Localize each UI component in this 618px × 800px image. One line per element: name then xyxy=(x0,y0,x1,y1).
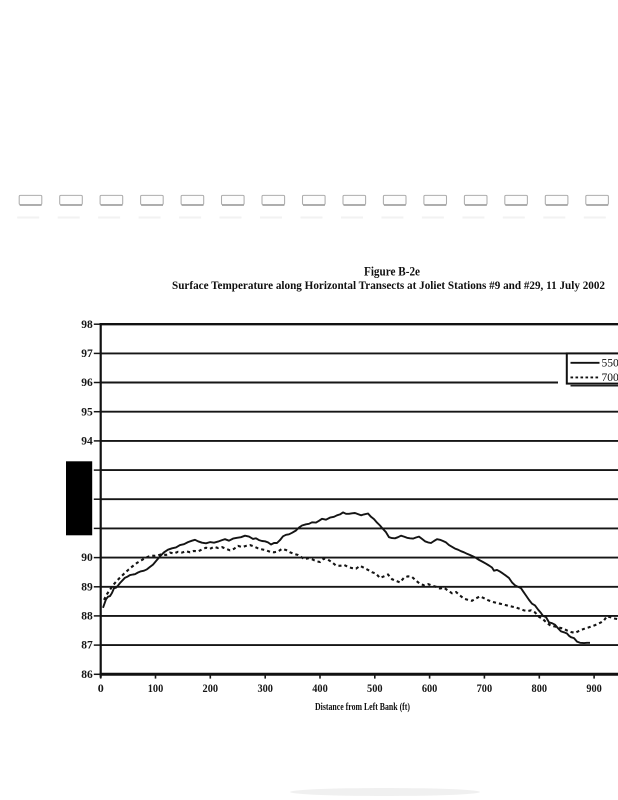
svg-text:Figure B-2e: Figure B-2e xyxy=(364,264,420,278)
svg-text:0: 0 xyxy=(98,681,104,695)
svg-text:200: 200 xyxy=(203,681,219,695)
svg-text:400: 400 xyxy=(312,681,328,695)
svg-text:90: 90 xyxy=(81,550,93,564)
svg-text:94: 94 xyxy=(81,434,93,448)
svg-text:Surface Temperature along Hori: Surface Temperature along Horizontal Tra… xyxy=(172,280,605,292)
svg-text:7000: 7000 xyxy=(602,372,618,384)
svg-text:600: 600 xyxy=(422,681,438,695)
svg-text:96: 96 xyxy=(81,375,93,389)
svg-text:700: 700 xyxy=(477,681,493,695)
svg-text:88: 88 xyxy=(81,609,93,623)
svg-text:98: 98 xyxy=(81,317,93,331)
svg-text:95: 95 xyxy=(81,404,93,418)
svg-text:86: 86 xyxy=(81,667,93,681)
svg-text:5500: 5500 xyxy=(602,357,618,369)
svg-text:500: 500 xyxy=(367,681,383,695)
svg-text:87: 87 xyxy=(81,638,93,652)
svg-text:Distance from Left Bank (ft): Distance from Left Bank (ft) xyxy=(315,702,410,713)
svg-text:100: 100 xyxy=(148,681,164,695)
svg-text:97: 97 xyxy=(81,346,93,360)
svg-text:900: 900 xyxy=(586,681,602,695)
svg-text:800: 800 xyxy=(532,681,548,695)
svg-text:89: 89 xyxy=(81,579,93,593)
svg-text:300: 300 xyxy=(257,681,273,695)
